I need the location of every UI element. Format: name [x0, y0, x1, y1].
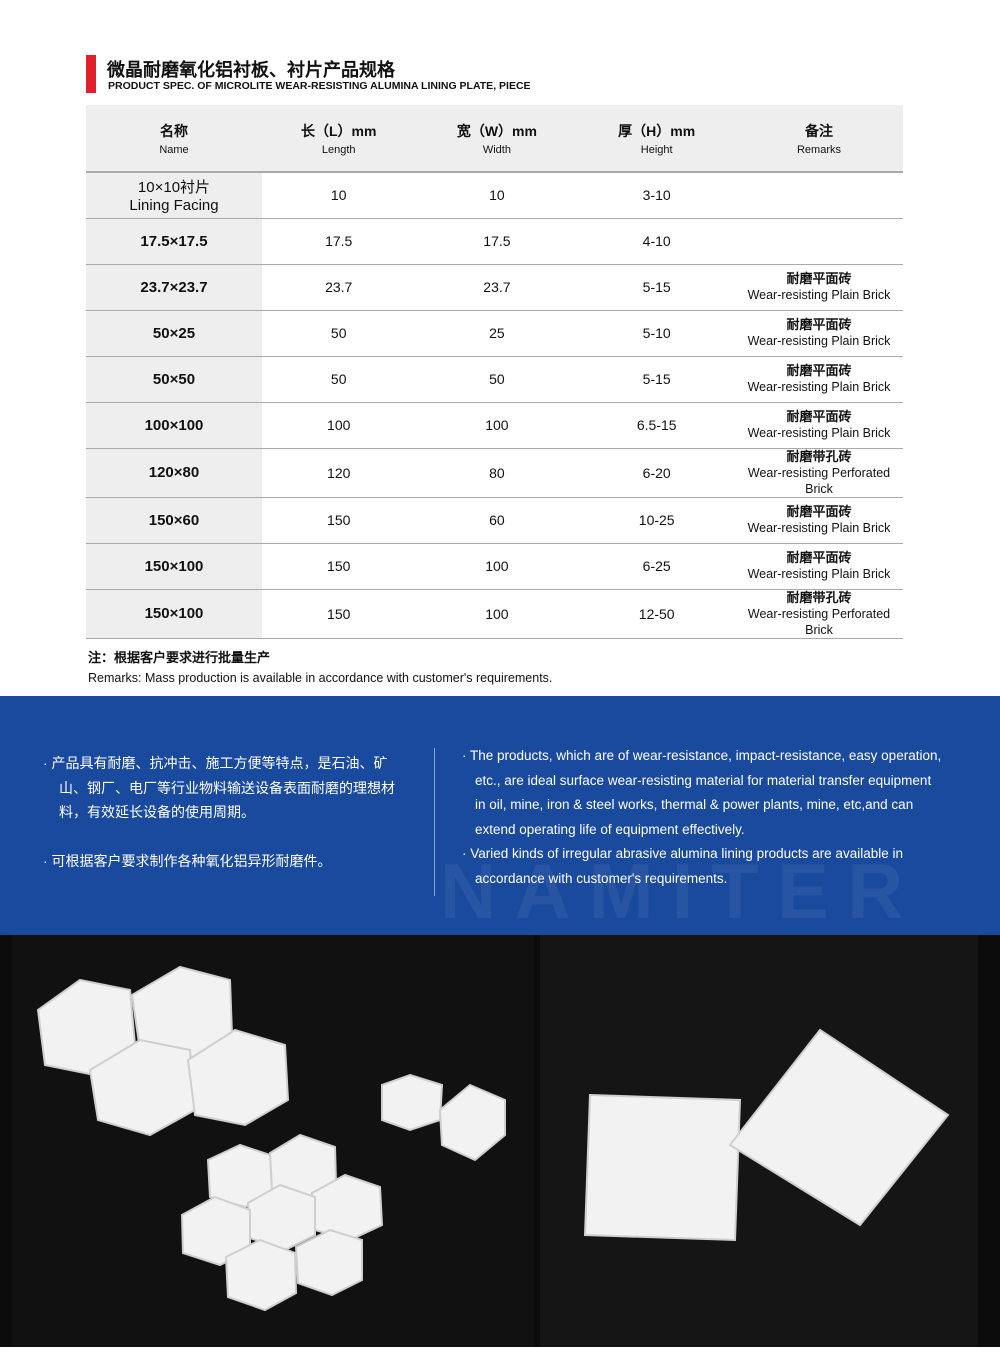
features-section: NAMITER · 产品具有耐磨、抗冲击、施工方便等特点，是石油、矿山、钢厂、电…	[0, 696, 1000, 935]
header-en: Name	[159, 143, 189, 156]
cell-length: 10	[262, 172, 416, 219]
cell-name: 10×10衬片 Lining Facing	[86, 172, 262, 219]
cell-width: 25	[415, 310, 579, 357]
cell-height: 5-15	[578, 264, 735, 311]
header-zh: 备注	[805, 122, 833, 139]
table-row: 120×80 120 80 6-20 耐磨带孔砖 Wear-resisting Perfo…	[86, 448, 903, 498]
cell-width: 17.5	[415, 218, 579, 265]
column-header: 长（L）mm Length	[262, 105, 416, 173]
cell-width: 23.7	[415, 264, 579, 311]
table-row: 17.5×17.5 17.5 17.5 4-10	[86, 218, 903, 265]
cell-height: 6-20	[578, 448, 735, 498]
cell-height: 3-10	[578, 172, 735, 219]
cell-name: 50×50	[86, 356, 262, 403]
header-zh: 厚（H）mm	[618, 122, 696, 139]
header-en: Height	[640, 143, 673, 156]
product-photo-image	[12, 935, 978, 1347]
feature-zh-item: · 产品具有耐磨、抗冲击、施工方便等特点，是石油、矿山、钢厂、电厂等行业物料输送…	[43, 755, 395, 820]
cell-width: 100	[415, 402, 579, 449]
table-row: 10×10衬片 Lining Facing 10 10 3-10	[86, 172, 903, 219]
table-row: 150×100 150 100 12-50 耐磨带孔砖 Wear-resisting Pe…	[86, 589, 903, 639]
column-header: 名称 Name	[86, 105, 262, 173]
cell-remarks: 耐磨平面砖 Wear-resisting Plain Brick	[735, 543, 903, 590]
cell-height: 5-10	[578, 310, 735, 357]
cell-name: 120×80	[86, 448, 262, 498]
header-en: Remarks	[796, 143, 841, 156]
cell-length: 120	[262, 448, 416, 498]
header-en: Width	[482, 143, 511, 156]
cell-height: 12-50	[578, 589, 735, 639]
cell-length: 17.5	[262, 218, 416, 265]
title-accent-bar	[86, 55, 96, 93]
cell-length: 150	[262, 497, 416, 544]
cell-name: 150×60	[86, 497, 262, 544]
table-row: 150×60 150 60 10-25 耐磨平面砖 Wear-resisting Plai…	[86, 497, 903, 544]
cell-remarks: 耐磨平面砖 Wear-resisting Plain Brick	[735, 356, 903, 403]
cell-name: 100×100	[86, 402, 262, 449]
header-zh: 名称	[160, 122, 188, 139]
cell-remarks: 耐磨带孔砖 Wear-resisting Perforated Brick	[735, 589, 903, 639]
cell-length: 150	[262, 589, 416, 639]
column-header: 厚（H）mm Height	[578, 105, 735, 173]
cell-remarks: 耐磨平面砖 Wear-resisting Plain Brick	[735, 497, 903, 544]
header-zh: 长（L）mm	[300, 122, 377, 139]
cell-length: 150	[262, 543, 416, 590]
header-zh: 宽（W）mm	[456, 122, 537, 139]
features-zh: · 产品具有耐磨、抗冲击、施工方便等特点，是石油、矿山、钢厂、电厂等行业物料输送…	[43, 751, 413, 897]
cell-width: 100	[415, 589, 579, 639]
features-en: · The products, which are of wear-resist…	[462, 744, 942, 891]
column-header: 备注 Remarks	[735, 105, 903, 173]
note-en: Remarks: Mass production is available in…	[88, 671, 553, 685]
page-subtitle: PRODUCT SPEC. OF MICROLITE WEAR-RESISTIN…	[108, 80, 531, 92]
table-row: 150×100 150 100 6-25 耐磨平面砖 Wear-resisting Pla…	[86, 543, 903, 590]
cell-remarks: 耐磨带孔砖 Wear-resisting Perforated Brick	[735, 448, 903, 498]
cell-width: 80	[415, 448, 579, 498]
cell-width: 100	[415, 543, 579, 590]
cell-width: 10	[415, 172, 579, 219]
table-row: 50×50 50 50 5-15 耐磨平面砖 Wear-resisting Plain B…	[86, 356, 903, 403]
cell-remarks: 耐磨平面砖 Wear-resisting Plain Brick	[735, 402, 903, 449]
divider	[434, 748, 435, 896]
column-header: 宽（W）mm Width	[415, 105, 579, 173]
cell-remarks: 耐磨平面砖 Wear-resisting Plain Brick	[735, 264, 903, 311]
cell-name: 50×25	[86, 310, 262, 357]
spec-table: 名称 Name 长（L）mm Length 宽（W）mm Width 厚（H）mm Heigh…	[86, 105, 903, 639]
feature-zh-item: · 可根据客户要求制作各种氧化铝异形耐磨件。	[43, 852, 332, 869]
remarks-note: 注：根据客户要求进行批量生产 Remarks: Mass production …	[88, 647, 552, 689]
table-row: 23.7×23.7 23.7 23.7 5-15 耐磨平面砖 Wear-resisting…	[86, 264, 903, 311]
cell-height: 5-15	[578, 356, 735, 403]
cell-length: 50	[262, 310, 416, 357]
header-en: Length	[321, 143, 356, 156]
cell-name: 150×100	[86, 589, 262, 639]
cell-height: 10-25	[578, 497, 735, 544]
cell-name: 23.7×23.7	[86, 264, 262, 311]
cell-remarks	[735, 172, 903, 219]
cell-width: 60	[415, 497, 579, 544]
product-photos	[0, 935, 1000, 1347]
feature-en-item: · Varied kinds of irregular abrasive alu…	[462, 846, 903, 886]
cell-length: 23.7	[262, 264, 416, 311]
cell-remarks	[735, 218, 903, 265]
cell-height: 6.5-15	[578, 402, 735, 449]
cell-height: 6-25	[578, 543, 735, 590]
cell-remarks: 耐磨平面砖 Wear-resisting Plain Brick	[735, 310, 903, 357]
cell-name: 17.5×17.5	[86, 218, 262, 265]
note-zh: 注：根据客户要求进行批量生产	[88, 650, 271, 665]
table-row: 50×25 50 25 5-10 耐磨平面砖 Wear-resisting Plain B…	[86, 310, 903, 357]
cell-name: 150×100	[86, 543, 262, 590]
cell-width: 50	[415, 356, 579, 403]
feature-en-item: · The products, which are of wear-resist…	[462, 748, 942, 837]
watermark: NAMITER	[440, 847, 922, 935]
cell-length: 50	[262, 356, 416, 403]
page-title: 微晶耐磨氧化铝衬板、衬片产品规格	[107, 60, 395, 80]
cell-height: 4-10	[578, 218, 735, 265]
cell-length: 100	[262, 402, 416, 449]
table-row: 100×100 100 100 6.5-15 耐磨平面砖 Wear-resisting P…	[86, 402, 903, 449]
